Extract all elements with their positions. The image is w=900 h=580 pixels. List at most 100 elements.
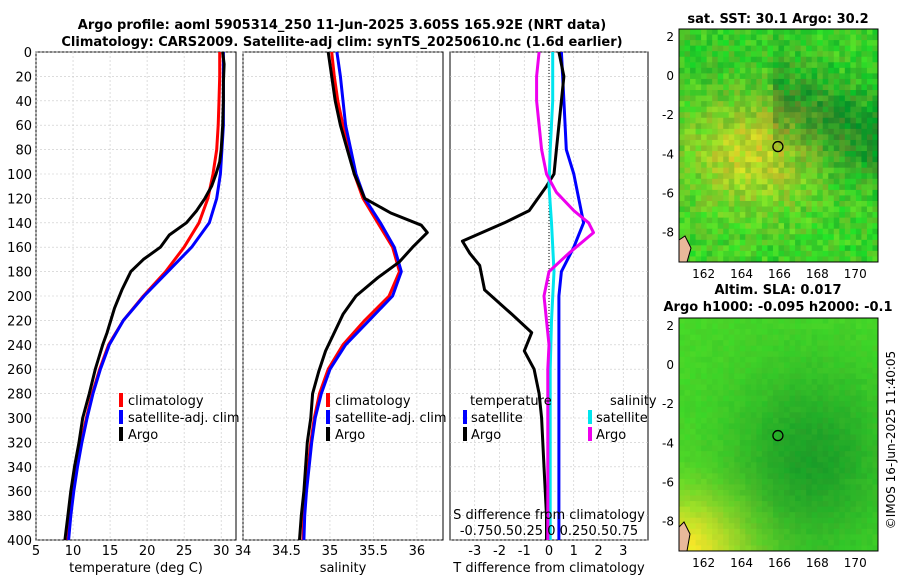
heatmap-cell (706, 473, 713, 480)
heatmap-cell (684, 495, 691, 502)
heatmap-cell (811, 256, 818, 263)
heatmap-cell (761, 145, 768, 152)
heatmap-cell (833, 390, 840, 397)
heatmap-cell (861, 428, 868, 435)
heatmap-cell (861, 234, 868, 241)
heatmap-cell (839, 34, 846, 41)
heatmap-cell (706, 467, 713, 474)
heatmap-cell (734, 467, 741, 474)
heatmap-cell (690, 373, 697, 380)
heatmap-cell (778, 417, 785, 424)
heatmap-cell (795, 212, 802, 219)
heatmap-cell (695, 245, 702, 252)
heatmap-cell (739, 45, 746, 52)
heatmap-cell (828, 384, 835, 391)
heatmap-cell (811, 200, 818, 208)
heatmap-cell (822, 451, 829, 458)
heatmap-cell (822, 223, 829, 230)
heatmap-cell (695, 151, 702, 158)
heatmap-cell (717, 117, 724, 124)
heatmap-cell (789, 51, 796, 58)
heatmap-cell (695, 112, 702, 119)
heatmap-cell (728, 45, 735, 52)
heatmap-cell (861, 29, 868, 36)
heatmap-cell (750, 395, 757, 402)
heatmap-cell (811, 423, 818, 430)
heatmap-cell (866, 67, 873, 74)
heatmap-cell (811, 184, 818, 191)
heatmap-cell (789, 323, 796, 330)
heatmap-cell (767, 62, 774, 69)
map-y-tick-label: -6 (662, 475, 674, 489)
heatmap-cell (745, 495, 752, 502)
heatmap-cell (839, 456, 846, 463)
heatmap-cell (866, 489, 873, 497)
heatmap-cell (806, 467, 813, 474)
heatmap-cell (772, 473, 779, 480)
heatmap-cell (839, 473, 846, 480)
legend-satellite-label: satellite-adj. clim (335, 411, 447, 426)
heatmap-cell (717, 167, 724, 174)
heatmap-cell (833, 78, 840, 85)
heatmap-cell (817, 67, 824, 74)
heatmap-cell (739, 29, 746, 36)
heatmap-cell (739, 334, 746, 341)
heatmap-cell (850, 528, 857, 535)
heatmap-cell (800, 523, 807, 530)
heatmap-cell (690, 517, 697, 524)
heatmap-cell (861, 189, 868, 196)
heatmap-cell (679, 323, 686, 330)
heatmap-cell (789, 478, 796, 485)
heatmap-cell (844, 139, 851, 146)
heatmap-cell (717, 151, 724, 158)
heatmap-cell (772, 223, 779, 230)
heatmap-cell (861, 334, 868, 341)
heatmap-cell (728, 318, 735, 325)
heatmap-cell (806, 456, 813, 463)
heatmap-cell (833, 84, 840, 91)
heatmap-cell (684, 501, 691, 508)
heatmap-cell (866, 184, 873, 191)
heatmap-cell (728, 356, 735, 363)
heatmap-cell (800, 234, 807, 241)
heatmap-cell (690, 534, 697, 541)
heatmap-cell (811, 445, 818, 452)
heatmap-cell (712, 423, 719, 430)
heatmap-cell (717, 200, 724, 208)
heatmap-cell (679, 356, 686, 363)
heatmap-cell (679, 178, 686, 185)
heatmap-cell (789, 318, 796, 325)
heatmap-cell (817, 51, 824, 58)
heatmap-cell (844, 329, 851, 336)
heatmap-cell (723, 495, 730, 502)
heatmap-cell (734, 212, 741, 219)
heatmap-cell (695, 40, 702, 47)
heatmap-cell (855, 239, 862, 246)
heatmap-cell (717, 45, 724, 52)
heatmap-cell (767, 484, 774, 491)
heatmap-cell (679, 334, 686, 341)
temperature-panel: 0204060801001201401601802002202402602803… (7, 46, 239, 576)
heatmap-cell (855, 51, 862, 58)
heatmap-cell (872, 134, 879, 141)
heatmap-cell (811, 512, 818, 519)
heatmap-cell (734, 362, 741, 369)
heatmap-cell (866, 206, 873, 213)
heatmap-cell (734, 29, 741, 36)
heatmap-cell (734, 173, 741, 180)
heatmap-cell (844, 401, 851, 408)
heatmap-cell (855, 151, 862, 158)
heatmap-cell (789, 223, 796, 230)
heatmap-cell (684, 212, 691, 219)
heatmap-cell (822, 128, 829, 135)
heatmap-cell (745, 78, 752, 85)
heatmap-cell (866, 156, 873, 163)
heatmap-cell (712, 101, 719, 108)
heatmap-cell (717, 412, 724, 419)
heatmap-cell (855, 45, 862, 52)
heatmap-cell (872, 412, 879, 419)
heatmap-cell (690, 156, 697, 163)
heatmap-cell (866, 40, 873, 47)
heatmap-cell (806, 62, 813, 69)
heatmap-cell (717, 484, 724, 491)
